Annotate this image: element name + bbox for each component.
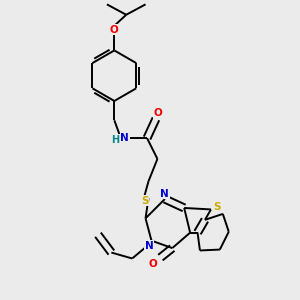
Text: S: S [141,196,148,206]
Text: O: O [153,108,162,118]
Text: N: N [160,189,169,199]
Text: S: S [214,202,221,212]
Text: O: O [110,25,119,34]
Text: O: O [148,259,157,269]
Text: H: H [111,135,119,145]
Text: N: N [145,241,154,251]
Text: N: N [120,133,129,143]
